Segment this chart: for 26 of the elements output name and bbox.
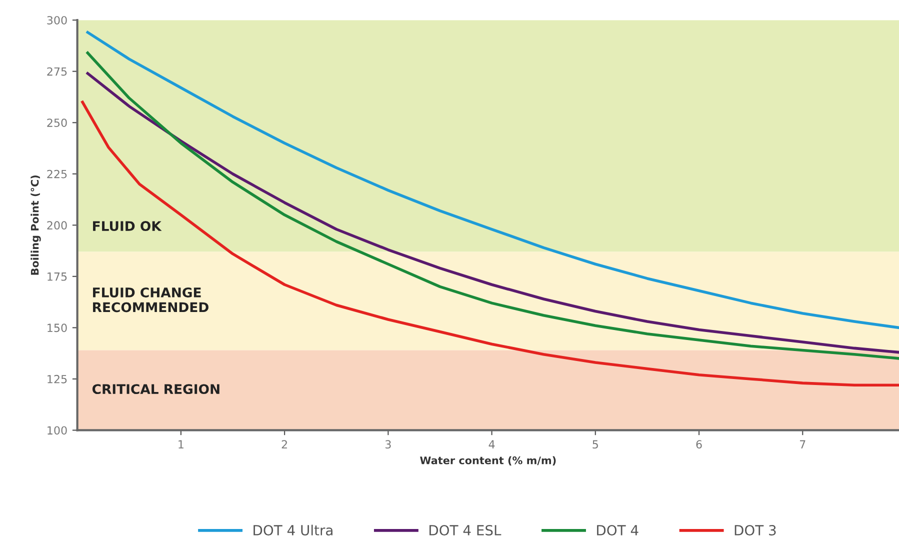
y-tick-label: 225	[47, 170, 67, 178]
x-axis-title: Water content (% m/m)	[420, 456, 556, 466]
y-tick-label: 125	[48, 374, 67, 384]
y-tick-label: 300	[47, 16, 67, 24]
band-label: FLUID CHANGE RECOMMENDED	[93, 287, 208, 312]
legend-label: DOT 4 ESL	[430, 524, 502, 536]
y-tick-label: 150	[48, 324, 67, 332]
x-tick-label: 5	[592, 440, 598, 449]
x-tick-label: 1	[178, 440, 184, 448]
x-tick-label: 3	[385, 440, 391, 449]
x-tick-label: 6	[696, 440, 702, 449]
y-tick-label: 100	[48, 426, 67, 435]
band-label: CRITICAL REGION	[92, 384, 220, 394]
legend-label: DOT 3	[734, 524, 776, 536]
x-tick-label: 2	[282, 440, 287, 448]
y-tick-label: 200	[47, 221, 67, 230]
x-tick-label: 4	[488, 440, 495, 448]
y-tick-label: 175	[48, 272, 67, 281]
y-tick-label: 275	[47, 67, 67, 76]
legend-label: DOT 4 Ultra	[254, 524, 332, 536]
line-series	[86, 31, 899, 330]
band-label: FLUID OK	[93, 221, 162, 232]
legend-label: DOT 4	[597, 524, 638, 536]
y-axis-title: Boiling Point (°C)	[30, 176, 41, 275]
x-tick-label: 7	[800, 440, 806, 448]
y-tick-label: 250	[47, 118, 67, 127]
